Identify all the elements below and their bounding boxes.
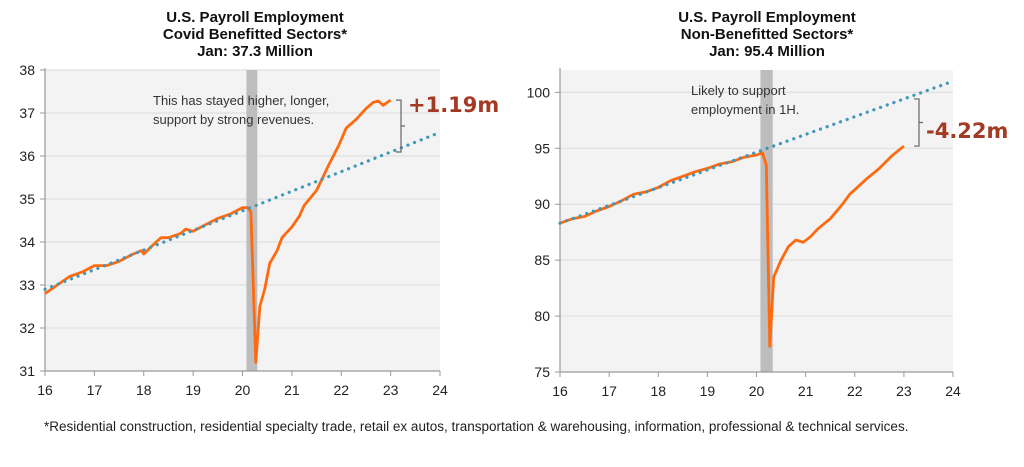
y-tick-label: 90 — [534, 196, 550, 212]
chart-title-line-1: U.S. Payroll Employment — [678, 9, 856, 26]
trend-line — [558, 79, 955, 225]
annotation-text: Likely to support — [691, 83, 786, 98]
annotation-text: employment in 1H. — [691, 102, 799, 117]
x-tick-label: 23 — [383, 382, 399, 398]
chart-covid-benefitted: U.S. Payroll Employment Covid Benefitted… — [0, 0, 512, 410]
bracket — [396, 99, 405, 153]
chart-svg: 31 32 33 34 35 36 37 38 16 17 18 19 20 21 22 23 24 This h… — [19, 62, 499, 398]
chart-title-line-1: U.S. Payroll Employment — [166, 9, 344, 26]
x-tick-label: 18 — [136, 382, 152, 398]
annotation-text: support by strong revenues. — [153, 112, 314, 127]
chart-title-line-3: Jan: 95.4 Million — [709, 43, 825, 60]
delta-label: +1.19m — [408, 93, 499, 117]
y-tick-label: 36 — [19, 148, 35, 164]
x-tick-label: 22 — [333, 382, 349, 398]
y-tick-label: 75 — [534, 364, 550, 380]
x-tick-label: 21 — [798, 383, 814, 399]
y-tick-label: 34 — [19, 234, 35, 250]
delta-label: -4.22m — [926, 119, 1008, 143]
chart-title-line-3: Jan: 37.3 Million — [197, 43, 313, 60]
chart-title: U.S. Payroll Employment Non-Benefitted S… — [602, 9, 932, 60]
x-tick-label: 20 — [749, 383, 765, 399]
chart-title-line-2: Non-Benefitted Sectors* — [680, 26, 854, 43]
y-tick-label: 38 — [19, 62, 35, 78]
x-tick-label: 17 — [87, 382, 103, 398]
y-tick-label: 37 — [19, 105, 35, 121]
actual-line — [559, 145, 905, 348]
x-tick-label: 16 — [37, 382, 53, 398]
y-tick-label: 35 — [19, 191, 35, 207]
x-tick-label: 17 — [601, 383, 617, 399]
chart-non-benefitted: U.S. Payroll Employment Non-Benefitted S… — [512, 0, 1024, 410]
y-tick-label: 31 — [19, 363, 35, 379]
y-tick-label: 85 — [534, 252, 550, 268]
bracket — [914, 98, 923, 147]
chart-title-line-2: Covid Benefitted Sectors* — [162, 26, 348, 43]
plot-area — [45, 70, 440, 371]
x-tick-label: 24 — [432, 382, 448, 398]
footnote: *Residential construction, residential s… — [44, 419, 909, 434]
y-tick-label: 80 — [534, 308, 550, 324]
x-tick-label: 18 — [650, 383, 666, 399]
trend-line — [43, 130, 442, 291]
plot-area — [560, 70, 953, 372]
annotation-text: This has stayed higher, longer, — [153, 93, 329, 108]
actual-line — [44, 98, 392, 364]
x-tick-label: 24 — [945, 383, 961, 399]
y-tick-label: 95 — [534, 140, 550, 156]
chart-title: U.S. Payroll Employment Covid Benefitted… — [90, 9, 420, 60]
x-tick-label: 21 — [284, 382, 300, 398]
chart-svg: 75 80 85 90 95 100 16 17 18 19 20 21 22 23 24 Likely to… — [527, 68, 1008, 399]
x-tick-label: 19 — [700, 383, 716, 399]
y-tick-label: 32 — [19, 320, 35, 336]
x-tick-label: 16 — [552, 383, 568, 399]
x-tick-label: 23 — [896, 383, 912, 399]
x-tick-label: 19 — [185, 382, 201, 398]
y-tick-label: 33 — [19, 277, 35, 293]
y-tick-label: 100 — [527, 84, 551, 100]
x-tick-label: 22 — [847, 383, 863, 399]
x-tick-label: 20 — [235, 382, 251, 398]
